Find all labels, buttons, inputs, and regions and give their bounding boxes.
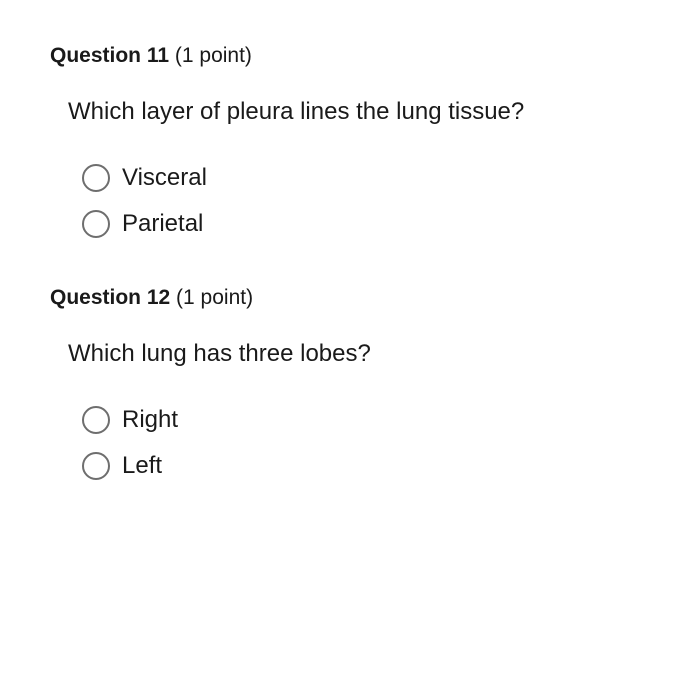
option-row[interactable]: Left [82, 452, 649, 480]
option-label: Left [122, 452, 162, 480]
question-header: Question 11 (1 point) [50, 44, 649, 68]
question-number: Question 12 [50, 286, 170, 309]
question-number: Question 11 [50, 44, 169, 67]
quiz-container: Question 11 (1 point) Which layer of ple… [0, 0, 699, 480]
option-row[interactable]: Right [82, 406, 649, 434]
options-group: Visceral Parietal [82, 164, 649, 238]
question-points: (1 point) [175, 44, 252, 67]
options-group: Right Left [82, 406, 649, 480]
option-row[interactable]: Parietal [82, 210, 649, 238]
radio-icon[interactable] [82, 164, 110, 192]
option-label: Right [122, 406, 178, 434]
question-block: Question 12 (1 point) Which lung has thr… [50, 286, 649, 480]
option-label: Parietal [122, 210, 203, 238]
option-row[interactable]: Visceral [82, 164, 649, 192]
option-label: Visceral [122, 164, 207, 192]
question-block: Question 11 (1 point) Which layer of ple… [50, 44, 649, 238]
question-stem: Which lung has three lobes? [68, 336, 649, 372]
question-header: Question 12 (1 point) [50, 286, 649, 310]
radio-icon[interactable] [82, 210, 110, 238]
radio-icon[interactable] [82, 452, 110, 480]
radio-icon[interactable] [82, 406, 110, 434]
question-stem: Which layer of pleura lines the lung tis… [68, 94, 649, 130]
question-points: (1 point) [176, 286, 253, 309]
